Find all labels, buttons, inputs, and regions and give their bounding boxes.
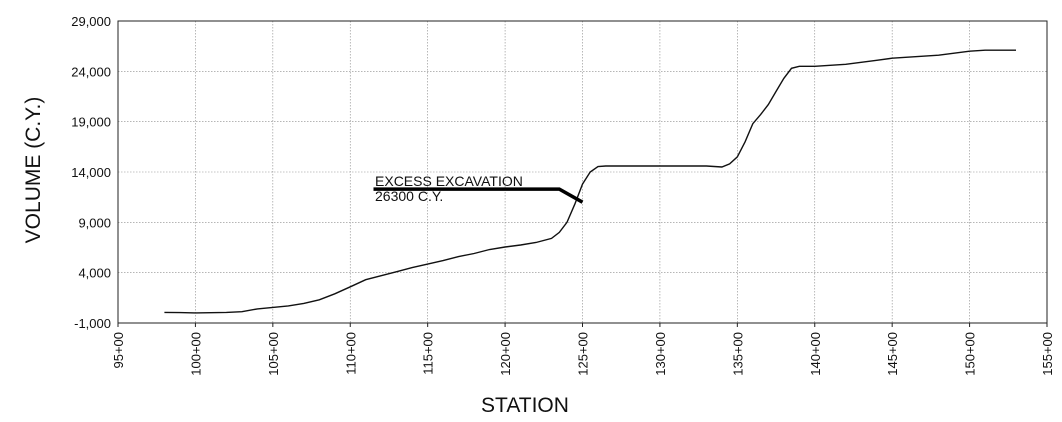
x-tick-label: 100+00: [188, 332, 203, 376]
y-tick-label: 24,000: [71, 64, 111, 79]
x-tick-label: 125+00: [576, 332, 591, 376]
x-tick-label: 150+00: [963, 332, 978, 376]
x-tick-label: 155+00: [1040, 332, 1055, 376]
x-tick-label: 95+00: [111, 332, 126, 369]
x-tick-label: 110+00: [343, 332, 358, 375]
annotation-excess-excavation: EXCESS EXCAVATION: [375, 173, 523, 189]
x-tick-label: 145+00: [885, 332, 900, 376]
x-tick-labels: 95+00 100+00 105+00 110+00 115+00 120+00 125+0…: [111, 323, 1055, 376]
y-tick-labels: -1,000 4,000 9,000 14,000 19,000 24,000 29,000: [71, 14, 111, 331]
y-tick-label: -1,000: [74, 316, 111, 331]
x-tick-label: 135+00: [730, 332, 745, 376]
y-tick-label: 4,000: [78, 266, 111, 281]
grid-lines: [118, 21, 1047, 323]
y-tick-label: 9,000: [78, 215, 111, 230]
x-tick-label: 105+00: [266, 332, 281, 376]
y-axis-title: VOLUME (C.Y.): [22, 97, 45, 244]
x-axis-title: STATION: [481, 394, 569, 417]
y-tick-label: 14,000: [71, 165, 111, 180]
y-tick-label: 19,000: [71, 115, 111, 130]
y-tick-label: 29,000: [71, 14, 111, 29]
x-tick-label: 115+00: [421, 332, 436, 375]
excess-excavation-line: [373, 187, 584, 204]
annotation-excess-volume: 26300 C.Y.: [375, 188, 443, 204]
x-tick-label: 120+00: [498, 332, 513, 376]
series-line-volume: [164, 49, 1016, 314]
x-tick-label: 130+00: [653, 332, 668, 376]
x-tick-label: 140+00: [808, 332, 823, 376]
